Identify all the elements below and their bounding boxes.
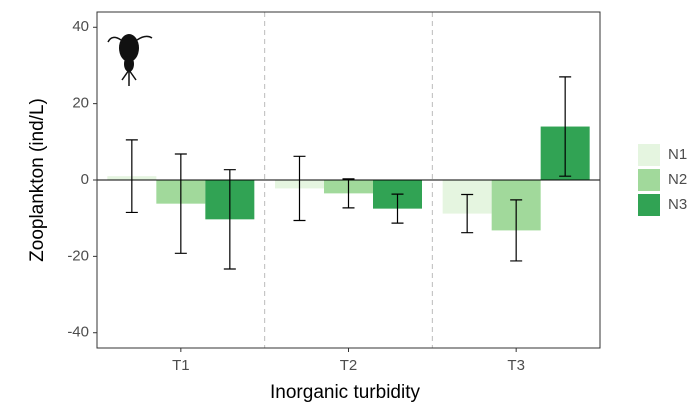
- error-bar: [293, 155, 306, 222]
- plot-border: [96, 11, 601, 349]
- error-bar: [391, 193, 404, 224]
- error-bar: [461, 193, 474, 234]
- error-bar: [125, 139, 138, 214]
- error-bar: [510, 199, 523, 262]
- legend-label: N2: [668, 171, 687, 188]
- y-axis-title: Zooplankton (ind/L): [27, 98, 48, 262]
- y-tick-label: 20: [72, 95, 89, 112]
- y-tick-label: 0: [81, 171, 89, 188]
- x-axis-title: Inorganic turbidity: [270, 382, 420, 403]
- legend-swatch: [638, 169, 660, 191]
- legend-label: N1: [668, 146, 687, 163]
- error-bar: [174, 153, 187, 254]
- error-bar: [342, 178, 355, 209]
- legend-swatch: [638, 144, 660, 166]
- copepod-icon: [107, 34, 153, 86]
- y-tick-label: -40: [67, 324, 89, 341]
- y-tick-label: 40: [72, 18, 89, 35]
- x-tick-label: T1: [172, 357, 190, 374]
- legend-label: N3: [668, 196, 687, 213]
- error-bar: [223, 169, 236, 270]
- legend-swatch: [638, 194, 660, 216]
- x-tick-label: T2: [340, 357, 358, 374]
- x-tick-label: T3: [507, 357, 525, 374]
- error-bar: [559, 76, 572, 177]
- y-tick-label: -20: [67, 247, 89, 264]
